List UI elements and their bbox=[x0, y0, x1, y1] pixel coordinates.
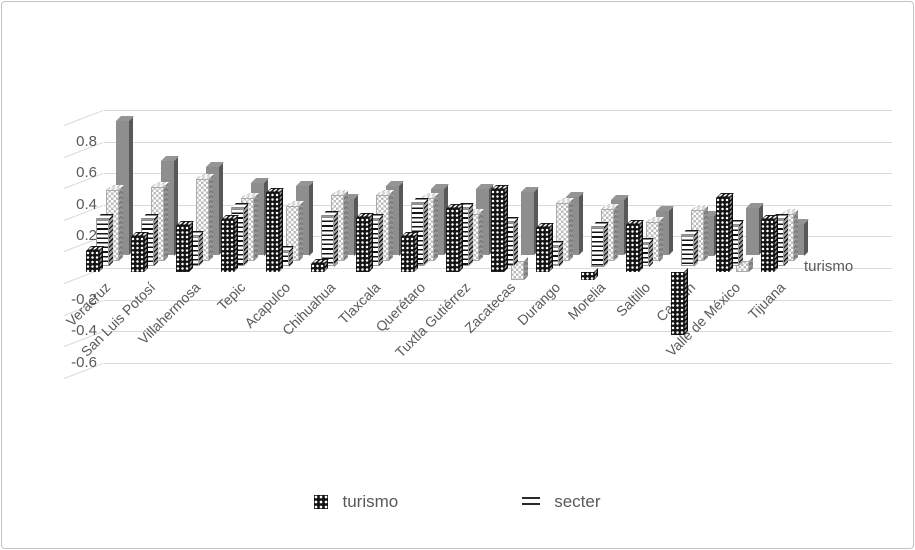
gridline bbox=[104, 141, 892, 143]
legend-label-secter[interactable]: secter bbox=[554, 492, 601, 511]
y-axis-tick-label: 0.8 bbox=[76, 132, 97, 150]
legend-swatch-secter-icon[interactable] bbox=[522, 496, 541, 508]
bar-turismo-12[interactable] bbox=[626, 224, 639, 272]
bar-series4-9[interactable] bbox=[521, 192, 534, 256]
bar-secter-11[interactable] bbox=[591, 227, 604, 267]
bar-turismo-14[interactable] bbox=[716, 197, 729, 272]
bar-turismo-0[interactable] bbox=[86, 251, 99, 272]
bar-turismo-8[interactable] bbox=[446, 208, 459, 272]
bar-turismo-10[interactable] bbox=[536, 227, 549, 272]
y-axis-tick-label: -0.2 bbox=[71, 290, 97, 308]
gridline bbox=[104, 362, 892, 364]
gridline bbox=[104, 299, 892, 301]
gridline bbox=[104, 110, 892, 111]
bar-secter-13[interactable] bbox=[681, 234, 694, 267]
bar-turismo-3[interactable] bbox=[221, 219, 234, 272]
bar-series4-14[interactable] bbox=[746, 208, 759, 256]
legend-label-turismo[interactable]: turismo bbox=[342, 492, 399, 511]
bar-turismo-7[interactable] bbox=[401, 237, 414, 272]
y-axis-tick-label: -0.4 bbox=[71, 322, 97, 340]
bar-turismo-2[interactable] bbox=[176, 226, 189, 272]
bar-turismo-6[interactable] bbox=[356, 218, 369, 272]
y-axis-tick-label: 0.2 bbox=[76, 227, 97, 245]
bar-turismo-13[interactable] bbox=[671, 272, 684, 336]
legend: turismo secter bbox=[0, 492, 915, 512]
y-axis-tick-label: 0.4 bbox=[76, 195, 97, 213]
bar-secter-5[interactable] bbox=[321, 215, 334, 267]
bar-series3-14[interactable] bbox=[736, 261, 749, 273]
bar-turismo-5[interactable] bbox=[311, 264, 324, 272]
y-axis-tick-label: -0.6 bbox=[71, 353, 97, 371]
legend-swatch-turismo-icon[interactable] bbox=[314, 495, 329, 509]
bar-turismo-4[interactable] bbox=[266, 193, 279, 272]
gridline bbox=[104, 173, 892, 175]
bar-turismo-11[interactable] bbox=[581, 272, 594, 280]
bar-turismo-9[interactable] bbox=[491, 189, 504, 272]
gridline bbox=[104, 331, 892, 333]
depth-axis-label: turismo bbox=[804, 258, 854, 275]
bar-turismo-1[interactable] bbox=[131, 237, 144, 272]
y-axis-tick-label: 0.6 bbox=[76, 164, 97, 182]
side-wall-line bbox=[63, 109, 104, 126]
bar-turismo-15[interactable] bbox=[761, 219, 774, 272]
